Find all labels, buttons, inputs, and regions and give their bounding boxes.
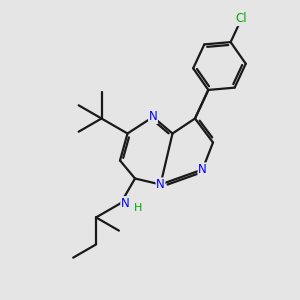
Text: N: N [198,163,207,176]
Text: H: H [134,203,142,213]
Text: N: N [121,197,130,210]
Text: Cl: Cl [236,13,247,26]
Text: N: N [156,178,165,191]
Text: N: N [148,110,158,124]
